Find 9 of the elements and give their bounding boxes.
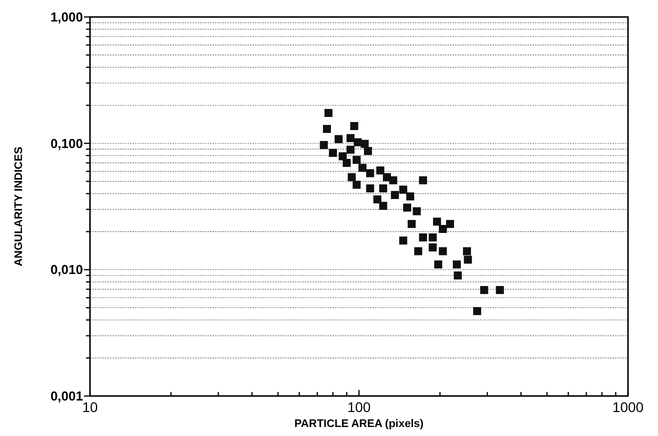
x-axis-title: PARTICLE AREA (pixels) [294,418,424,430]
y-tick-label: 0,010 [50,262,83,278]
y-tick-label: 1,000 [50,10,83,25]
y-axis-title: ANGULARITY INDICES [13,146,25,266]
x-tick-label: 100 [347,399,371,415]
x-tick-label: 1000 [612,399,644,415]
y-tick-label: 0,001 [50,388,83,404]
x-tick-label: 10 [82,399,98,415]
y-tick-label: 0,100 [50,136,83,151]
